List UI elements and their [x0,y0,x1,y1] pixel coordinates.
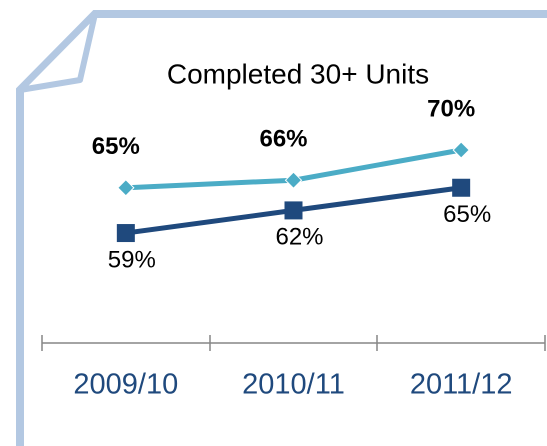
page-frame [16,10,547,446]
square-marker [116,224,135,243]
x-tick-label: 2009/10 [73,369,178,401]
data-label: 65% [443,201,491,228]
data-label: 62% [275,224,323,251]
data-label: 66% [259,126,307,153]
diamond-marker [284,171,303,189]
square-marker [452,178,471,197]
x-tick-label: 2011/12 [410,369,513,401]
folded-corner [17,11,98,93]
data-label: 65% [92,133,140,160]
data-label: 70% [427,95,475,122]
diamond-marker [452,141,470,159]
diamond-marker [117,179,135,197]
data-label: 59% [108,246,156,273]
x-tick-label: 2010/11 [242,369,345,401]
x-axis [41,335,546,351]
chart-title: Completed 30+ Units [167,58,429,89]
square-marker [284,201,303,220]
